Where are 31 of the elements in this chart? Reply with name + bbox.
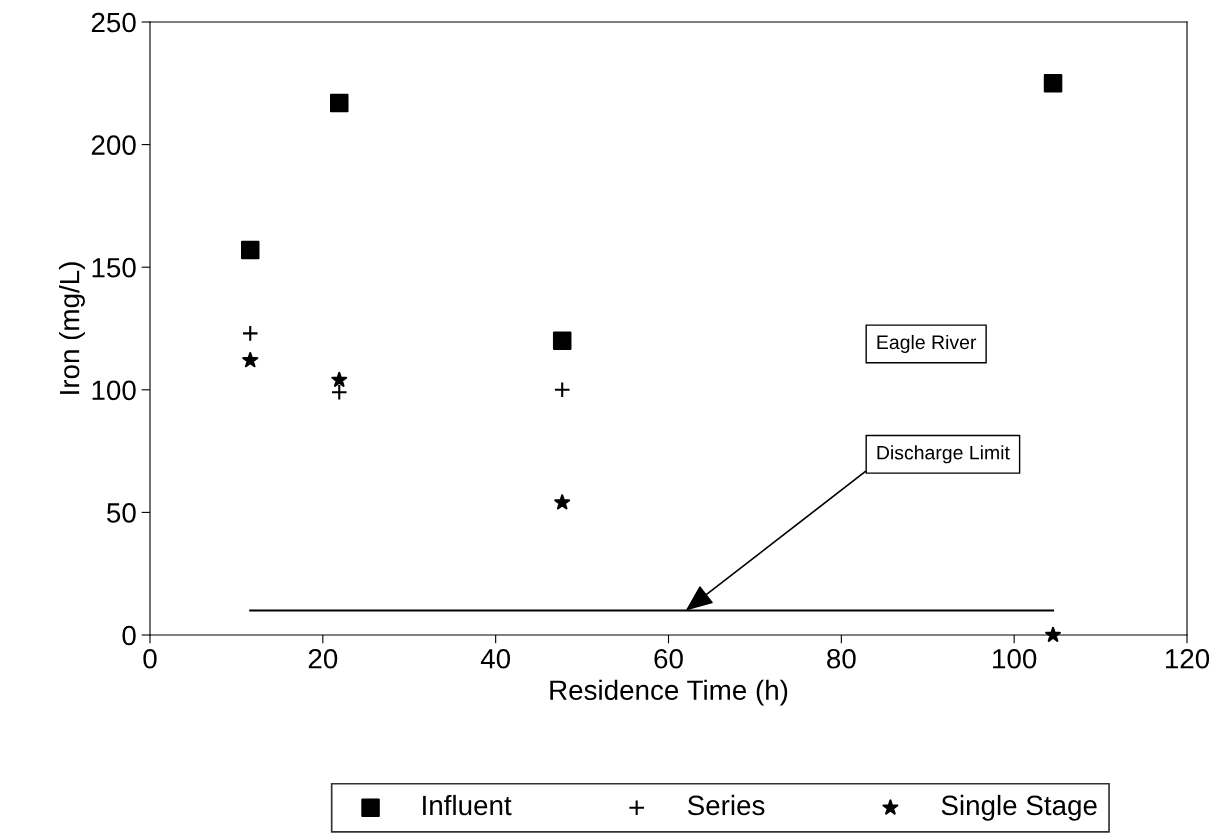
y-tick-label: 150 — [92, 257, 136, 278]
y-tick-label: 50 — [107, 503, 136, 523]
y-tick-label: 0 — [122, 625, 136, 646]
annotation: Discharge Limit — [877, 445, 1010, 464]
x-tick-label: 0 — [143, 648, 157, 669]
annotation: Eagle River — [877, 334, 977, 354]
x-tick-label: 60 — [654, 648, 683, 669]
y-tick-label: 250 — [91, 12, 136, 33]
point — [554, 494, 571, 510]
point — [331, 371, 348, 387]
legend-label: Influent — [423, 794, 512, 816]
legend-label: Single Stage — [941, 794, 1097, 821]
y-tick-label: 100 — [92, 380, 136, 401]
x-tick-label: 40 — [480, 648, 511, 669]
point — [1043, 74, 1063, 93]
point — [552, 331, 572, 351]
point — [241, 325, 259, 342]
point — [330, 93, 349, 113]
x-tick-label: 100 — [993, 648, 1037, 669]
point — [242, 352, 259, 368]
point — [1045, 626, 1062, 642]
point — [330, 383, 348, 401]
legend-label: Series — [687, 794, 765, 816]
y-axis-title: Iron (mg/L) — [59, 262, 85, 394]
y-tick-label: 200 — [91, 135, 136, 155]
x-tick-label: 120 — [1165, 648, 1210, 669]
x-tick-label: 20 — [308, 648, 338, 669]
point — [240, 240, 260, 260]
point — [553, 381, 571, 399]
x-axis-title: Residence Time (h) — [550, 679, 788, 706]
x-tick-label: 80 — [827, 648, 856, 669]
